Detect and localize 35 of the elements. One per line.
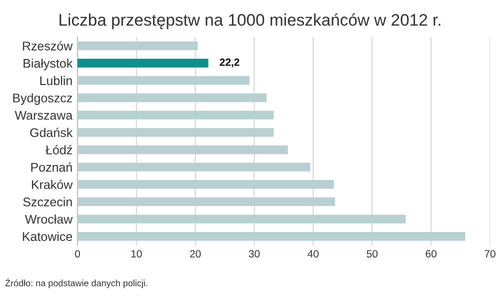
y-tick-label: Lublin xyxy=(40,76,72,86)
x-tick-label: 0 xyxy=(75,250,80,258)
bar xyxy=(78,110,274,120)
bar xyxy=(78,232,466,241)
bar xyxy=(78,41,198,50)
y-tick-label: Szczecin xyxy=(23,197,72,206)
bar xyxy=(78,180,334,189)
y-tick-label: Rzeszów xyxy=(22,41,73,50)
x-tick-label: 10 xyxy=(131,250,142,258)
y-tick-label: Katowice xyxy=(22,232,72,242)
x-tick-label: 70 xyxy=(484,250,496,258)
bar xyxy=(78,58,208,68)
x-tick-label: 60 xyxy=(426,250,436,258)
bar xyxy=(78,128,274,137)
data-label: 22,2 xyxy=(220,58,240,68)
bar xyxy=(78,197,336,206)
y-tick-label: Łódź xyxy=(46,145,72,154)
text: Źródło: na podstawie danych policji. xyxy=(5,278,148,288)
x-tick-label: 20 xyxy=(190,250,201,258)
bar xyxy=(78,214,406,224)
y-tick-label: Warszawa xyxy=(14,111,73,120)
chart-title: Liczba przestępstw na 1000 mieszkańców w 2012 r. xyxy=(60,13,440,30)
y-tick-label: Gdańsk xyxy=(30,128,73,138)
x-tick-label: 50 xyxy=(366,250,378,258)
bar xyxy=(78,162,310,172)
x-tick-label: 40 xyxy=(308,250,319,258)
y-tick-label: Kraków xyxy=(32,180,73,190)
y-tick-label: Wrocław xyxy=(24,214,73,224)
bar xyxy=(78,93,267,102)
y-tick-label: Bydgoszcz xyxy=(13,93,72,105)
bar xyxy=(78,76,250,85)
x-tick-label: 30 xyxy=(248,250,260,258)
bar xyxy=(78,145,288,154)
y-tick-label: Białystok xyxy=(24,58,73,70)
y-tick-label: Poznań xyxy=(31,162,72,172)
